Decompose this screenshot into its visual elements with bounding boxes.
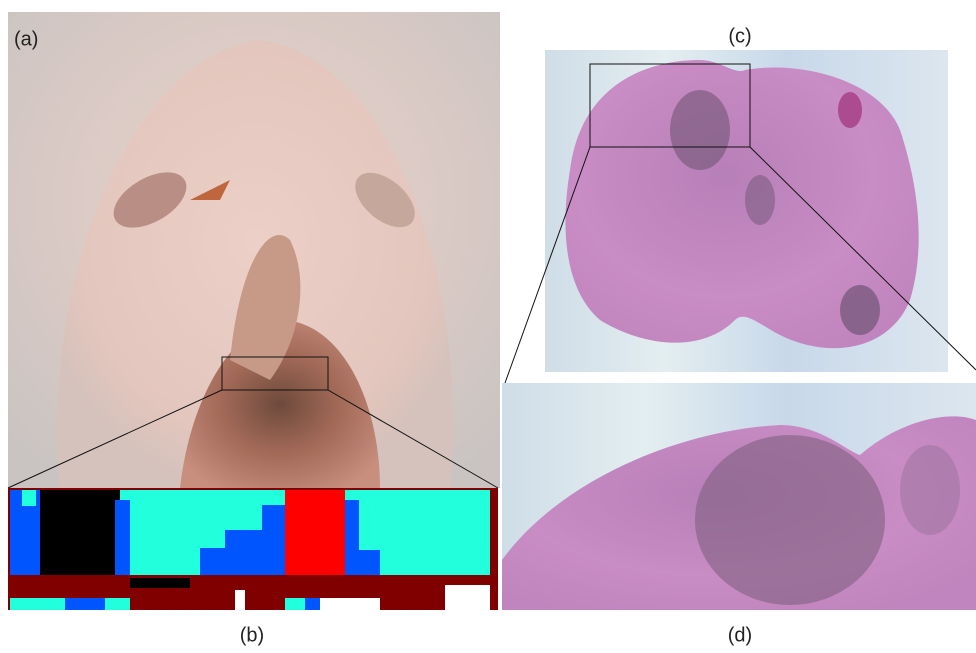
slide-c: (c) xyxy=(505,25,976,383)
panel-label: (d) xyxy=(728,624,752,646)
photo-a: (a) xyxy=(8,12,500,488)
map-b: (b) xyxy=(8,488,498,646)
panel-label: (b) xyxy=(240,624,264,646)
panel-label: (a) xyxy=(14,28,38,50)
figure: (a) (b) (c) xyxy=(0,0,976,653)
panel-label: (c) xyxy=(728,25,751,47)
slide-d: (d) xyxy=(502,383,976,646)
